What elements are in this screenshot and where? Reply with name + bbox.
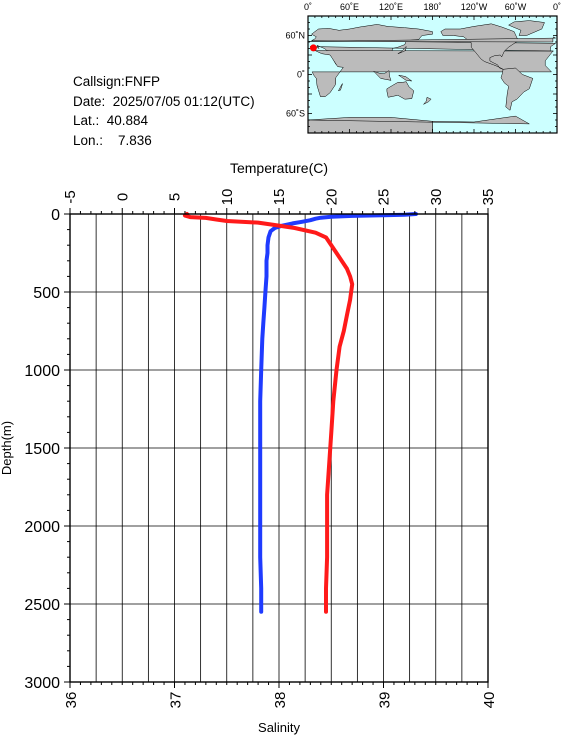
map-longitude-label: 0˚ — [553, 2, 561, 12]
salinity-tick-label: 37 — [168, 692, 185, 709]
land-shape — [508, 20, 545, 36]
salinity-tick-label: 36 — [63, 692, 80, 709]
temperature-axis-title: Temperature(C) — [230, 160, 328, 176]
depth-tick-label: 500 — [33, 285, 60, 302]
salinity-axis-title: Salinity — [258, 720, 300, 735]
map-longitude-label: 180˚ — [423, 2, 441, 12]
map-longitude-label: 120˚W — [461, 2, 488, 12]
land-shape — [397, 45, 407, 54]
depth-axis-title: Depth(m) — [0, 421, 14, 475]
land-shape — [398, 74, 413, 82]
temperature-tick-label: 35 — [480, 189, 497, 206]
salinity-tick-label: 38 — [272, 692, 289, 709]
map-longitude-label: 0˚ — [304, 2, 312, 12]
land-shape — [440, 23, 519, 70]
temperature-tick-label: 15 — [271, 189, 288, 206]
land-shape — [423, 96, 432, 105]
map-latitude-label: 0˚ — [297, 70, 305, 80]
map-labels: 0˚ 60˚E 120˚E 180˚ 120˚W 60˚W 0˚ 60˚N 0˚ 60˚S — [285, 2, 561, 119]
temperature-profile-line — [258, 212, 418, 614]
date-text: Date: 2025/07/05 01:12(UTC) — [73, 93, 255, 109]
depth-tick-label: 1000 — [24, 363, 60, 380]
temperature-tick-label: 10 — [219, 189, 236, 206]
station-info: Callsign:FNFP Date: 2025/07/05 01:12(UTC… — [73, 72, 255, 150]
longitude-text: Lon.: 7.836 — [73, 132, 152, 148]
land-shape — [337, 83, 343, 92]
land-shape — [500, 67, 534, 111]
depth-tick-label: 0 — [51, 207, 60, 224]
depth-tick-label: 1500 — [24, 441, 60, 458]
depth-tick-label: 3000 — [24, 675, 60, 692]
land-shape — [373, 70, 392, 81]
salinity-tick-label: 39 — [377, 692, 394, 709]
map-ticks — [307, 15, 558, 134]
temperature-tick-label: -5 — [62, 190, 79, 203]
temperature-tick-label: 30 — [428, 189, 445, 206]
map-latitude-label: 60˚N — [285, 31, 305, 41]
salinity-profile-line — [183, 212, 355, 614]
map-longitude-label: 120˚E — [379, 2, 403, 12]
temperature-tick-label: 25 — [376, 189, 393, 206]
latitude-text: Lat.: 40.884 — [73, 113, 149, 128]
land-shape — [386, 81, 415, 100]
salinity-tick-label: 40 — [481, 692, 498, 709]
salinity-ticks: 36 37 38 39 40 — [63, 682, 498, 708]
station-marker — [309, 44, 317, 52]
temperature-tick-label: 20 — [323, 189, 340, 206]
callsign-text: Callsign:FNFP — [73, 74, 161, 89]
depth-ticks: 0 500 1000 1500 2000 2500 3000 — [24, 207, 70, 692]
series-layer — [183, 212, 418, 614]
map-land — [307, 20, 557, 134]
map-latitude-label: 60˚S — [286, 109, 305, 119]
depth-tick-label: 2500 — [24, 597, 60, 614]
depth-tick-label: 2000 — [24, 519, 60, 536]
temperature-ticks: -5 0 5 10 15 20 25 30 35 — [62, 189, 497, 214]
chart-grid — [69, 213, 489, 683]
temperature-tick-label: 5 — [167, 193, 184, 201]
map-longitude-label: 60˚E — [340, 2, 359, 12]
land-shape — [308, 36, 557, 43]
map-longitude-label: 60˚W — [505, 2, 527, 12]
temperature-tick-label: 0 — [114, 193, 131, 201]
land-shape — [311, 50, 554, 97]
